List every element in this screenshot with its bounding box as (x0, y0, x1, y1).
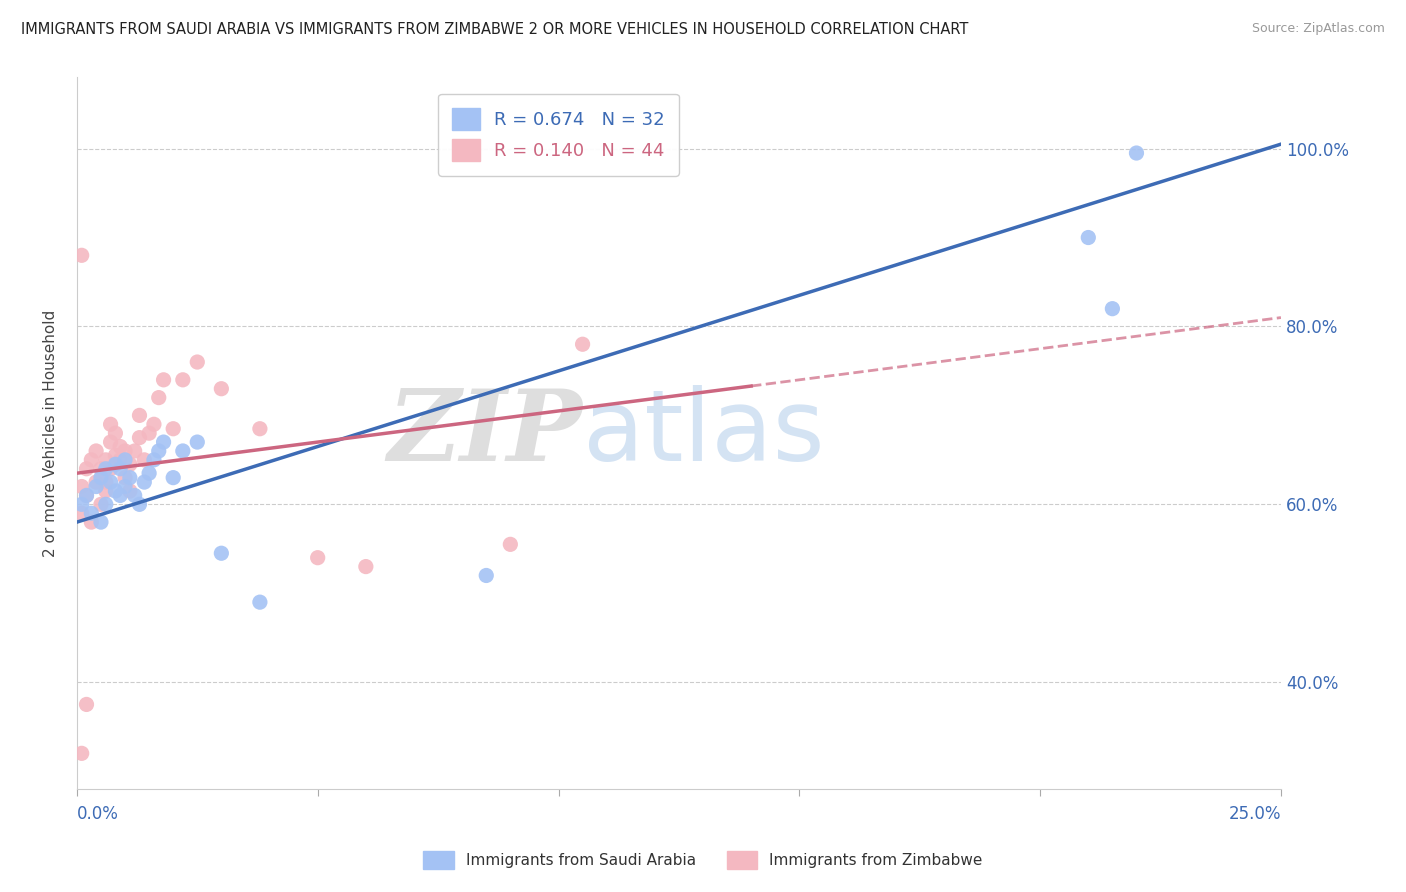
Point (1125, 146, 1147, 161)
Point (100, 417, 122, 432)
Point (110, 462, 132, 476)
Point (110, 440, 132, 454)
Point (138, 466, 160, 480)
Point (148, 391, 170, 405)
Text: ZIP: ZIP (388, 385, 582, 482)
Point (128, 497, 150, 511)
Point (128, 431, 150, 445)
Point (172, 444, 194, 458)
Point (209, 546, 232, 560)
Point (118, 483, 141, 498)
Point (118, 458, 141, 472)
Point (70, 747, 93, 761)
Point (90, 497, 112, 511)
Point (90, 462, 112, 476)
Point (84, 475, 107, 489)
Point (94, 453, 117, 467)
Point (104, 449, 127, 463)
Point (249, 595, 271, 609)
Point (90, 515, 112, 529)
Point (70, 479, 93, 493)
Point (80, 506, 103, 520)
Point (186, 355, 208, 369)
Point (114, 470, 136, 484)
Point (142, 453, 165, 467)
Point (134, 453, 156, 467)
Point (124, 488, 146, 502)
Point (110, 453, 132, 467)
Point (118, 470, 141, 484)
Point (80, 515, 103, 529)
Point (100, 462, 122, 476)
Point (76, 488, 98, 502)
Point (70, 497, 93, 511)
Point (114, 453, 136, 467)
Point (138, 426, 160, 441)
Y-axis label: 2 or more Vehicles in Household: 2 or more Vehicles in Household (44, 310, 58, 557)
Point (84, 479, 107, 493)
Point (76, 698, 98, 712)
Point (94, 497, 117, 511)
Point (104, 426, 127, 441)
Text: 25.0%: 25.0% (1229, 805, 1281, 823)
Point (104, 483, 127, 498)
Point (114, 444, 136, 458)
Point (162, 470, 184, 484)
Point (152, 373, 174, 387)
Point (104, 458, 127, 472)
Point (571, 337, 593, 351)
Point (76, 462, 98, 476)
Point (354, 559, 377, 574)
Point (172, 373, 194, 387)
Point (84, 444, 107, 458)
Point (152, 435, 174, 450)
Point (70, 506, 93, 520)
Point (249, 422, 271, 436)
Point (70, 248, 93, 262)
Point (94, 462, 117, 476)
Text: Source: ZipAtlas.com: Source: ZipAtlas.com (1251, 22, 1385, 36)
Point (186, 435, 208, 450)
Point (110, 488, 132, 502)
Point (499, 537, 522, 551)
Point (307, 550, 329, 565)
Point (142, 417, 165, 432)
Point (76, 488, 98, 502)
Point (1077, 230, 1099, 244)
Legend: Immigrants from Saudi Arabia, Immigrants from Zimbabwe: Immigrants from Saudi Arabia, Immigrants… (418, 845, 988, 875)
Point (148, 444, 170, 458)
Point (162, 422, 184, 436)
Point (128, 409, 150, 423)
Point (94, 475, 117, 489)
Point (475, 568, 498, 582)
Text: atlas: atlas (582, 384, 824, 482)
Point (134, 475, 156, 489)
Point (1101, 301, 1123, 316)
Point (80, 453, 103, 467)
Point (90, 470, 112, 484)
Point (209, 382, 232, 396)
Legend: R = 0.674   N = 32, R = 0.140   N = 44: R = 0.674 N = 32, R = 0.140 N = 44 (439, 94, 679, 176)
Point (100, 435, 122, 450)
Point (100, 475, 122, 489)
Point (94, 483, 117, 498)
Text: IMMIGRANTS FROM SAUDI ARABIA VS IMMIGRANTS FROM ZIMBABWE 2 OR MORE VEHICLES IN H: IMMIGRANTS FROM SAUDI ARABIA VS IMMIGRAN… (21, 22, 969, 37)
Point (114, 479, 136, 493)
Point (124, 444, 146, 458)
Text: 0.0%: 0.0% (77, 805, 118, 823)
